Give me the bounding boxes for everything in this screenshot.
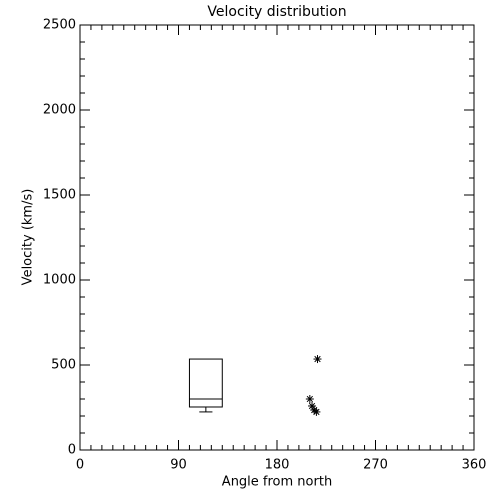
asterisk-point [308, 401, 317, 410]
asterisk-point [305, 395, 314, 403]
y-tick-label: 1500 [43, 188, 76, 203]
x-tick-label: 270 [363, 458, 388, 473]
x-tick-label: 0 [76, 458, 84, 473]
plot-frame [79, 24, 475, 451]
x-axis-label: Angle from north [222, 475, 332, 490]
box [188, 358, 223, 408]
y-axis-label: Velocity (km/s) [21, 189, 36, 286]
y-tick-label: 2500 [43, 18, 76, 33]
x-tick-label: 360 [462, 458, 487, 473]
asterisk-point [313, 355, 322, 364]
asterisk-stroke [306, 395, 313, 403]
x-tick-label: 180 [265, 458, 290, 473]
y-tick-label: 0 [68, 443, 76, 458]
y-tick-label: 500 [51, 358, 76, 373]
y-tick-label: 2000 [43, 103, 76, 118]
asterisk-stroke [308, 402, 316, 410]
asterisk-point [312, 407, 321, 416]
asterisk-stroke [313, 408, 320, 416]
asterisk-stroke [314, 355, 321, 363]
y-tick-label: 1000 [43, 273, 76, 288]
x-tick-label: 90 [170, 458, 187, 473]
chart-title: Velocity distribution [207, 4, 346, 20]
